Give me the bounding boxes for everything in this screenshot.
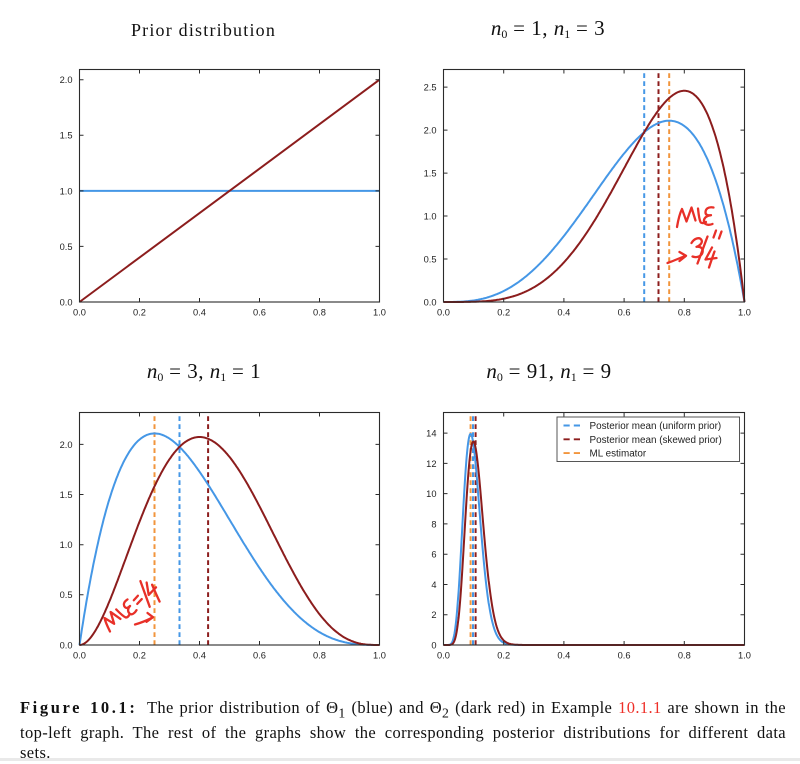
- svg-text:0.0: 0.0: [60, 640, 73, 650]
- svg-text:0.0: 0.0: [60, 297, 73, 307]
- svg-text:8: 8: [431, 519, 436, 529]
- svg-text:1.0: 1.0: [424, 211, 437, 221]
- svg-text:2.5: 2.5: [424, 83, 437, 93]
- svg-text:0.8: 0.8: [313, 308, 326, 318]
- svg-text:4: 4: [431, 580, 436, 590]
- svg-text:0.5: 0.5: [60, 590, 73, 600]
- svg-text:0.4: 0.4: [557, 308, 570, 318]
- svg-text:1.0: 1.0: [373, 308, 386, 318]
- svg-text:1.0: 1.0: [60, 186, 73, 196]
- svg-text:1.0: 1.0: [60, 540, 73, 550]
- svg-text:1.0: 1.0: [738, 308, 751, 318]
- svg-text:0.4: 0.4: [193, 308, 206, 318]
- svg-text:2.0: 2.0: [424, 126, 437, 136]
- svg-text:0.2: 0.2: [497, 308, 510, 318]
- svg-text:0.8: 0.8: [313, 651, 326, 661]
- svg-text:1.5: 1.5: [60, 490, 73, 500]
- svg-text:14: 14: [426, 429, 436, 439]
- svg-text:1.0: 1.0: [373, 651, 386, 661]
- svg-text:0.6: 0.6: [253, 651, 266, 661]
- svg-text:0.5: 0.5: [60, 242, 73, 252]
- svg-text:0.0: 0.0: [424, 297, 437, 307]
- svg-text:0.6: 0.6: [618, 308, 631, 318]
- svg-text:0.2: 0.2: [133, 651, 146, 661]
- svg-text:0: 0: [431, 640, 436, 650]
- svg-text:0.0: 0.0: [73, 651, 86, 661]
- svg-text:12: 12: [426, 459, 436, 469]
- svg-text:0.0: 0.0: [437, 651, 450, 661]
- svg-text:Posterior mean (uniform prior): Posterior mean (uniform prior): [590, 421, 722, 432]
- svg-text:0.8: 0.8: [678, 651, 691, 661]
- svg-text:0.5: 0.5: [424, 254, 437, 264]
- svg-text:0.0: 0.0: [73, 308, 86, 318]
- svg-text:Posterior mean (skewed prior): Posterior mean (skewed prior): [590, 435, 722, 446]
- svg-text:0.2: 0.2: [497, 651, 510, 661]
- svg-text:0.0: 0.0: [437, 308, 450, 318]
- svg-text:0.2: 0.2: [133, 308, 146, 318]
- svg-text:0.4: 0.4: [557, 651, 570, 661]
- svg-text:0.4: 0.4: [193, 651, 206, 661]
- svg-text:1.5: 1.5: [60, 131, 73, 141]
- svg-text:ML estimator: ML estimator: [590, 449, 647, 460]
- svg-text:6: 6: [431, 550, 436, 560]
- svg-text:0.8: 0.8: [678, 308, 691, 318]
- svg-text:0.6: 0.6: [618, 651, 631, 661]
- svg-text:0.6: 0.6: [253, 308, 266, 318]
- svg-text:1.0: 1.0: [738, 651, 751, 661]
- svg-text:2: 2: [431, 610, 436, 620]
- svg-text:2.0: 2.0: [60, 440, 73, 450]
- svg-text:10: 10: [426, 489, 436, 499]
- svg-text:2.0: 2.0: [60, 75, 73, 85]
- svg-text:1.5: 1.5: [424, 169, 437, 179]
